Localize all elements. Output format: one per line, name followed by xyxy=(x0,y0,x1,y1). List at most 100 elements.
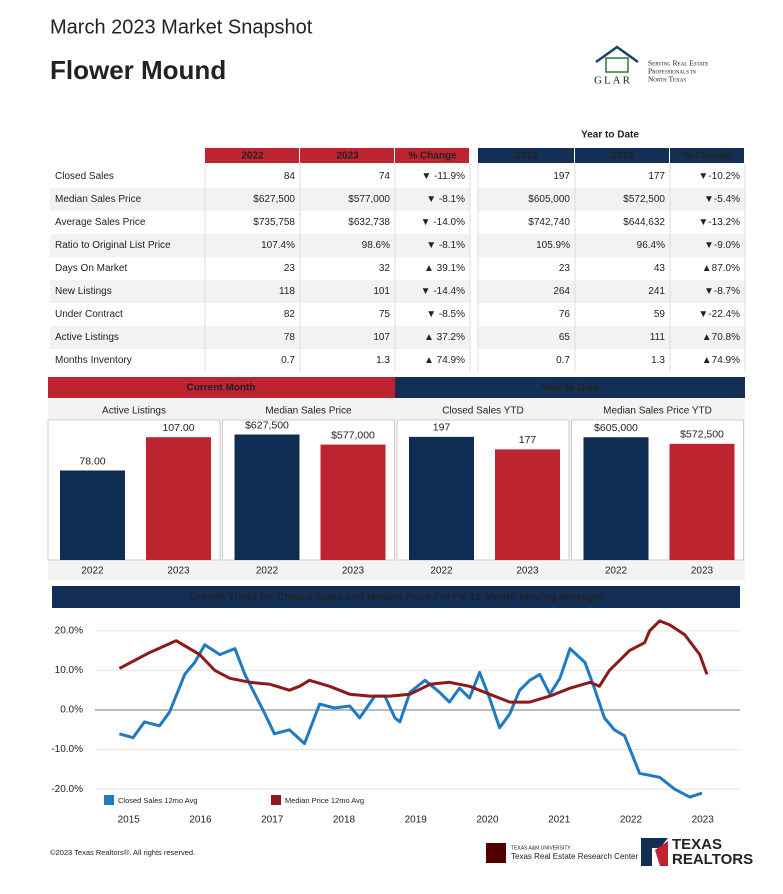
cell: ▼ -11.9% xyxy=(421,171,465,182)
cell: ▲ 74.9% xyxy=(424,355,465,366)
legend-swatch xyxy=(104,795,114,805)
cell: 82 xyxy=(284,309,296,320)
section-label: Current Month xyxy=(187,383,256,394)
cell: ▲74.9% xyxy=(702,355,740,366)
cell: ▼-13.2% xyxy=(698,217,740,228)
row-shade xyxy=(478,326,745,349)
bar-chart-title: Active Listings xyxy=(102,406,166,417)
tamu-line: Texas Real Estate Research Center xyxy=(511,852,639,861)
y-tick-label: 20.0% xyxy=(55,625,83,636)
cell: 78 xyxy=(284,332,296,343)
cell: $632,738 xyxy=(348,217,390,228)
row-shade xyxy=(478,280,745,303)
x-tick-label: 2023 xyxy=(167,566,190,577)
bar xyxy=(320,444,386,560)
bar-value-label: $572,500 xyxy=(680,429,724,441)
x-tick-label: 2023 xyxy=(516,566,539,577)
cell: ▼ -8.5% xyxy=(426,309,465,320)
cell: 43 xyxy=(654,263,666,274)
cell: ▲ 39.1% xyxy=(424,263,465,274)
realtors-text: REALTORS xyxy=(672,851,753,868)
header-cell xyxy=(395,148,469,163)
cell: ▼ -8.1% xyxy=(426,240,465,251)
bar xyxy=(60,470,125,560)
cell: 76 xyxy=(559,309,571,320)
tamu-line: TEXAS A&M UNIVERSITY xyxy=(511,845,571,851)
cell: 118 xyxy=(279,286,295,297)
series-line xyxy=(118,619,709,704)
cell: 74 xyxy=(379,171,391,182)
header-cell xyxy=(300,148,394,163)
cell: 84 xyxy=(284,171,296,182)
x-tick-label: 2023 xyxy=(692,815,715,826)
bar-value-label: 197 xyxy=(433,422,451,434)
x-tick-label: 2023 xyxy=(342,566,365,577)
bar-value-label: 177 xyxy=(519,434,537,446)
column-header: 2023 xyxy=(611,151,634,162)
row-shade xyxy=(50,188,470,211)
x-tick-label: 2022 xyxy=(430,566,453,577)
realtors-text: TEXAS xyxy=(672,836,722,853)
row-label: Ratio to Original List Price xyxy=(55,240,171,251)
bar-chart-title: Median Sales Price xyxy=(265,406,352,417)
cell: 96.4% xyxy=(637,240,665,251)
bar-value-label: $627,500 xyxy=(245,419,289,431)
row-label: Months Inventory xyxy=(55,355,132,366)
logo-roof xyxy=(595,45,639,64)
x-tick-label: 2021 xyxy=(548,815,571,826)
cell: ▲70.8% xyxy=(702,332,740,343)
bar-value-label: 107.00 xyxy=(162,422,194,434)
x-tick-label: 2016 xyxy=(189,815,212,826)
cell: 1.3 xyxy=(376,355,390,366)
cell: $577,000 xyxy=(348,194,390,205)
cell: ▼-9.0% xyxy=(704,240,740,251)
column-header: 2022 xyxy=(515,151,538,162)
x-tick-label: 2015 xyxy=(118,815,141,826)
row-label: Under Contract xyxy=(55,309,123,320)
x-tick-label: 2022 xyxy=(81,566,104,577)
logo-house xyxy=(605,57,629,73)
logo-tagline: Serving Real Estate xyxy=(648,59,708,68)
bar xyxy=(234,434,300,560)
cell: 1.3 xyxy=(651,355,665,366)
realtors-mark xyxy=(655,841,668,866)
cell: $605,000 xyxy=(528,194,570,205)
x-tick-label: 2018 xyxy=(333,815,356,826)
chart-title-band xyxy=(52,586,740,608)
legend-label: Median Price 12mo Avg xyxy=(285,796,364,805)
y-tick-label: -20.0% xyxy=(51,784,83,795)
column-header: % Change xyxy=(683,151,732,162)
section-band xyxy=(395,377,745,398)
row-label: New Listings xyxy=(55,286,112,297)
cell: 241 xyxy=(648,286,665,297)
row-label: Active Listings xyxy=(55,332,119,343)
cell: 111 xyxy=(650,332,666,343)
cell: 101 xyxy=(373,286,390,297)
bar-value-label: $605,000 xyxy=(594,422,638,434)
row-shade xyxy=(478,234,745,257)
cell: 23 xyxy=(559,263,571,274)
bar-chart-title: Closed Sales YTD xyxy=(442,406,524,417)
header-cell xyxy=(670,148,744,163)
chart-title: Growth Trend for Closed Sales and Median… xyxy=(189,591,603,603)
x-tick-label: 2023 xyxy=(691,566,714,577)
cell: ▼-10.2% xyxy=(698,171,740,182)
cell: 0.7 xyxy=(281,355,295,366)
bar-value-label: 78.00 xyxy=(79,455,105,467)
logo-name: GLAR xyxy=(594,75,632,87)
x-tick-label: 2020 xyxy=(476,815,499,826)
cell: 177 xyxy=(648,171,665,182)
legend-swatch xyxy=(271,795,281,805)
cell: 32 xyxy=(379,263,391,274)
logo-tagline: North Texas xyxy=(648,75,686,84)
cell: 23 xyxy=(284,263,296,274)
cell: $627,500 xyxy=(253,194,295,205)
row-label: Median Sales Price xyxy=(55,194,142,205)
cell: 105.9% xyxy=(536,240,570,251)
row-shade xyxy=(50,326,470,349)
header-cell xyxy=(575,148,669,163)
y-tick-label: 0.0% xyxy=(60,705,83,716)
y-tick-label: 10.0% xyxy=(55,665,83,676)
city-name: Flower Mound xyxy=(50,55,226,85)
cell: ▲ 37.2% xyxy=(424,332,465,343)
